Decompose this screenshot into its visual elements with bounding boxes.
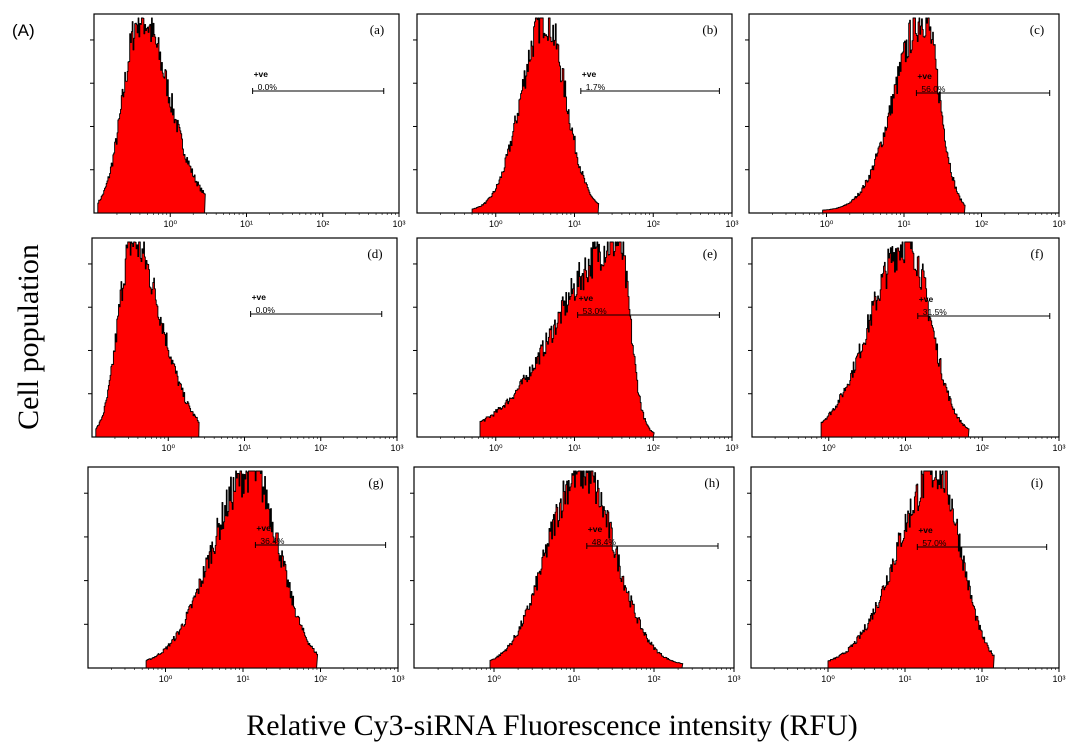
gate-label: +ve — [917, 71, 932, 81]
x-tick-label: 10¹ — [899, 443, 912, 453]
x-tick-label: 10² — [976, 443, 989, 453]
gate-percentage: 1.7% — [586, 82, 606, 92]
x-tick-label: 10⁰ — [820, 219, 834, 229]
gate-label: +ve — [918, 525, 933, 535]
x-tick-label: 10³ — [390, 443, 403, 453]
gate-percentage: 31.5% — [923, 307, 948, 317]
x-tick-label: 10⁰ — [822, 443, 836, 453]
gate-percentage: 0.0% — [256, 305, 276, 315]
x-axis-title: Relative Cy3-siRNA Fluorescence intensit… — [246, 709, 858, 742]
gate-percentage: 0.0% — [258, 82, 278, 92]
x-tick-label: 10⁰ — [821, 674, 835, 684]
gate-label: +ve — [919, 294, 934, 304]
panel-letter: (d) — [367, 246, 382, 261]
x-tick-label: 10⁰ — [161, 443, 175, 453]
histogram-panel: 10⁰ 10¹ 10² 10³ +ve 36.4% (g) — [84, 466, 405, 684]
x-tick-label: 10¹ — [898, 674, 911, 684]
x-tick-label: 10⁰ — [159, 674, 173, 684]
gate-percentage: 36.4% — [260, 536, 285, 546]
histogram-panels: 10⁰ 10¹ 10² 10³ +ve 0.0% (a) 10⁰ 10¹ 10² 10³ +ve 1.7… — [84, 13, 1066, 684]
x-tick-label: 10² — [314, 443, 327, 453]
x-tick-label: 10³ — [725, 219, 738, 229]
panel-letter: (f) — [1031, 246, 1044, 261]
gate-label: +ve — [252, 292, 267, 302]
x-tick-label: 10² — [316, 219, 329, 229]
x-tick-label: 10² — [975, 674, 988, 684]
x-tick-label: 10¹ — [238, 443, 251, 453]
y-axis-title: Cell population — [12, 244, 45, 430]
histogram-panel: 10⁰ 10¹ 10² 10³ +ve 48.4% (h) — [410, 466, 741, 684]
x-tick-label: 10¹ — [897, 219, 910, 229]
x-tick-label: 10¹ — [240, 219, 253, 229]
x-tick-label: 10⁰ — [489, 443, 503, 453]
figure-panel-label: (A) — [12, 21, 35, 40]
histogram-area — [827, 470, 995, 669]
gate-label: +ve — [579, 293, 594, 303]
x-tick-label: 10⁰ — [489, 219, 503, 229]
x-tick-label: 10³ — [392, 219, 405, 229]
gate-label: +ve — [588, 524, 603, 534]
x-tick-label: 10³ — [1052, 674, 1065, 684]
histogram-area — [820, 241, 970, 438]
gate-percentage: 57.0% — [922, 538, 947, 548]
histogram-area — [822, 17, 966, 214]
x-tick-label: 10⁰ — [487, 674, 501, 684]
gate-percentage: 48.4% — [592, 537, 617, 547]
gate-label: +ve — [256, 523, 271, 533]
x-tick-label: 10¹ — [568, 443, 581, 453]
panel-letter: (h) — [704, 475, 719, 490]
x-tick-label: 10² — [647, 219, 660, 229]
panel-letter: (e) — [703, 246, 717, 261]
histogram-panel: 10⁰ 10¹ 10² 10³ +ve 57.0% (i) — [747, 466, 1066, 684]
x-tick-label: 10¹ — [236, 674, 249, 684]
x-tick-label: 10³ — [391, 674, 404, 684]
x-tick-label: 10² — [647, 674, 660, 684]
panel-letter: (i) — [1031, 475, 1043, 490]
histogram-panel: 10⁰ 10¹ 10² 10³ +ve 0.0% (a) — [90, 13, 406, 229]
histogram-area — [95, 241, 200, 438]
gate-percentage: 56.0% — [921, 84, 946, 94]
histogram-panel: 10⁰ 10¹ 10² 10³ +ve 0.0% (d) — [88, 237, 404, 453]
histogram-panel: 10⁰ 10¹ 10² 10³ +ve 1.7% (b) — [413, 13, 739, 229]
panel-letter: (b) — [702, 22, 717, 37]
histogram-area — [489, 470, 684, 669]
gate-percentage: 53.0% — [583, 306, 608, 316]
x-tick-label: 10³ — [1052, 443, 1065, 453]
gate-label: +ve — [254, 69, 269, 79]
x-tick-label: 10³ — [725, 443, 738, 453]
histogram-area — [479, 241, 655, 438]
panel-letter: (c) — [1030, 22, 1044, 37]
histogram-area — [145, 470, 319, 669]
histogram-panel: 10⁰ 10¹ 10² 10³ +ve 31.5% (f) — [748, 237, 1066, 453]
x-tick-label: 10⁰ — [163, 219, 177, 229]
x-tick-label: 10³ — [1052, 219, 1065, 229]
x-tick-label: 10² — [314, 674, 327, 684]
histogram-panel: 10⁰ 10¹ 10² 10³ +ve 53.0% (e) — [413, 237, 739, 453]
x-tick-label: 10² — [647, 443, 660, 453]
histogram-panel: 10⁰ 10¹ 10² 10³ +ve 56.0% (c) — [745, 13, 1066, 229]
x-tick-label: 10¹ — [567, 674, 580, 684]
gate-label: +ve — [582, 69, 597, 79]
panel-letter: (a) — [370, 22, 384, 37]
x-tick-label: 10² — [975, 219, 988, 229]
panel-letter: (g) — [368, 475, 383, 490]
x-tick-label: 10³ — [727, 674, 740, 684]
x-tick-label: 10¹ — [568, 219, 581, 229]
histogram-area — [97, 17, 206, 214]
histogram-area — [471, 17, 600, 214]
